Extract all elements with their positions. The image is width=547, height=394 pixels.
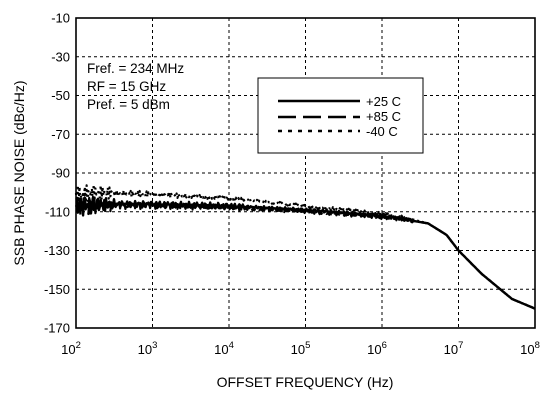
x-tick-label: 103	[138, 340, 158, 357]
annotation-fref: Fref. = 234 MHz	[87, 61, 184, 76]
y-tick-label: -170	[44, 321, 70, 336]
x-tick-label: 104	[214, 340, 234, 357]
y-tick-label: -10	[51, 11, 70, 26]
y-tick-label: -130	[44, 243, 70, 258]
y-tick-label: -50	[51, 88, 70, 103]
x-tick-labels: 102 103 104 105 106 107 108	[61, 340, 540, 357]
x-tick-label: 105	[291, 340, 311, 357]
x-tick-label: 102	[61, 340, 81, 357]
annotation-rf: RF = 15 GHz	[87, 79, 166, 94]
legend-box	[257, 77, 424, 154]
y-tick-label: -70	[51, 127, 70, 142]
x-axis-label: OFFSET FREQUENCY (Hz)	[217, 374, 394, 390]
legend-label-85c: +85 C	[366, 109, 401, 124]
x-tick-label: 108	[520, 340, 540, 357]
legend: +25 C +85 C -40 C	[257, 77, 424, 154]
series-line-dotted	[74, 183, 536, 310]
plot-frame	[75, 17, 536, 329]
y-axis-label: SSB PHASE NOISE (dBc/Hz)	[11, 80, 27, 265]
legend-label-25c: +25 C	[366, 94, 401, 109]
series-line-dashed	[74, 196, 536, 310]
y-tick-label: -90	[51, 166, 70, 181]
y-tick-label: -30	[51, 49, 70, 64]
y-tick-labels: -10 -30 -50 -70 -90 -110 -130 -150 -170	[44, 11, 70, 336]
y-tick-label: -110	[45, 204, 70, 219]
series-lines	[74, 183, 536, 310]
x-tick-label: 106	[367, 340, 387, 357]
x-tick-label: 107	[444, 340, 464, 357]
annotation-pref: Pref. = 5 dBm	[87, 97, 170, 112]
legend-label-minus40c: -40 C	[366, 124, 398, 139]
y-tick-label: -150	[44, 282, 70, 297]
